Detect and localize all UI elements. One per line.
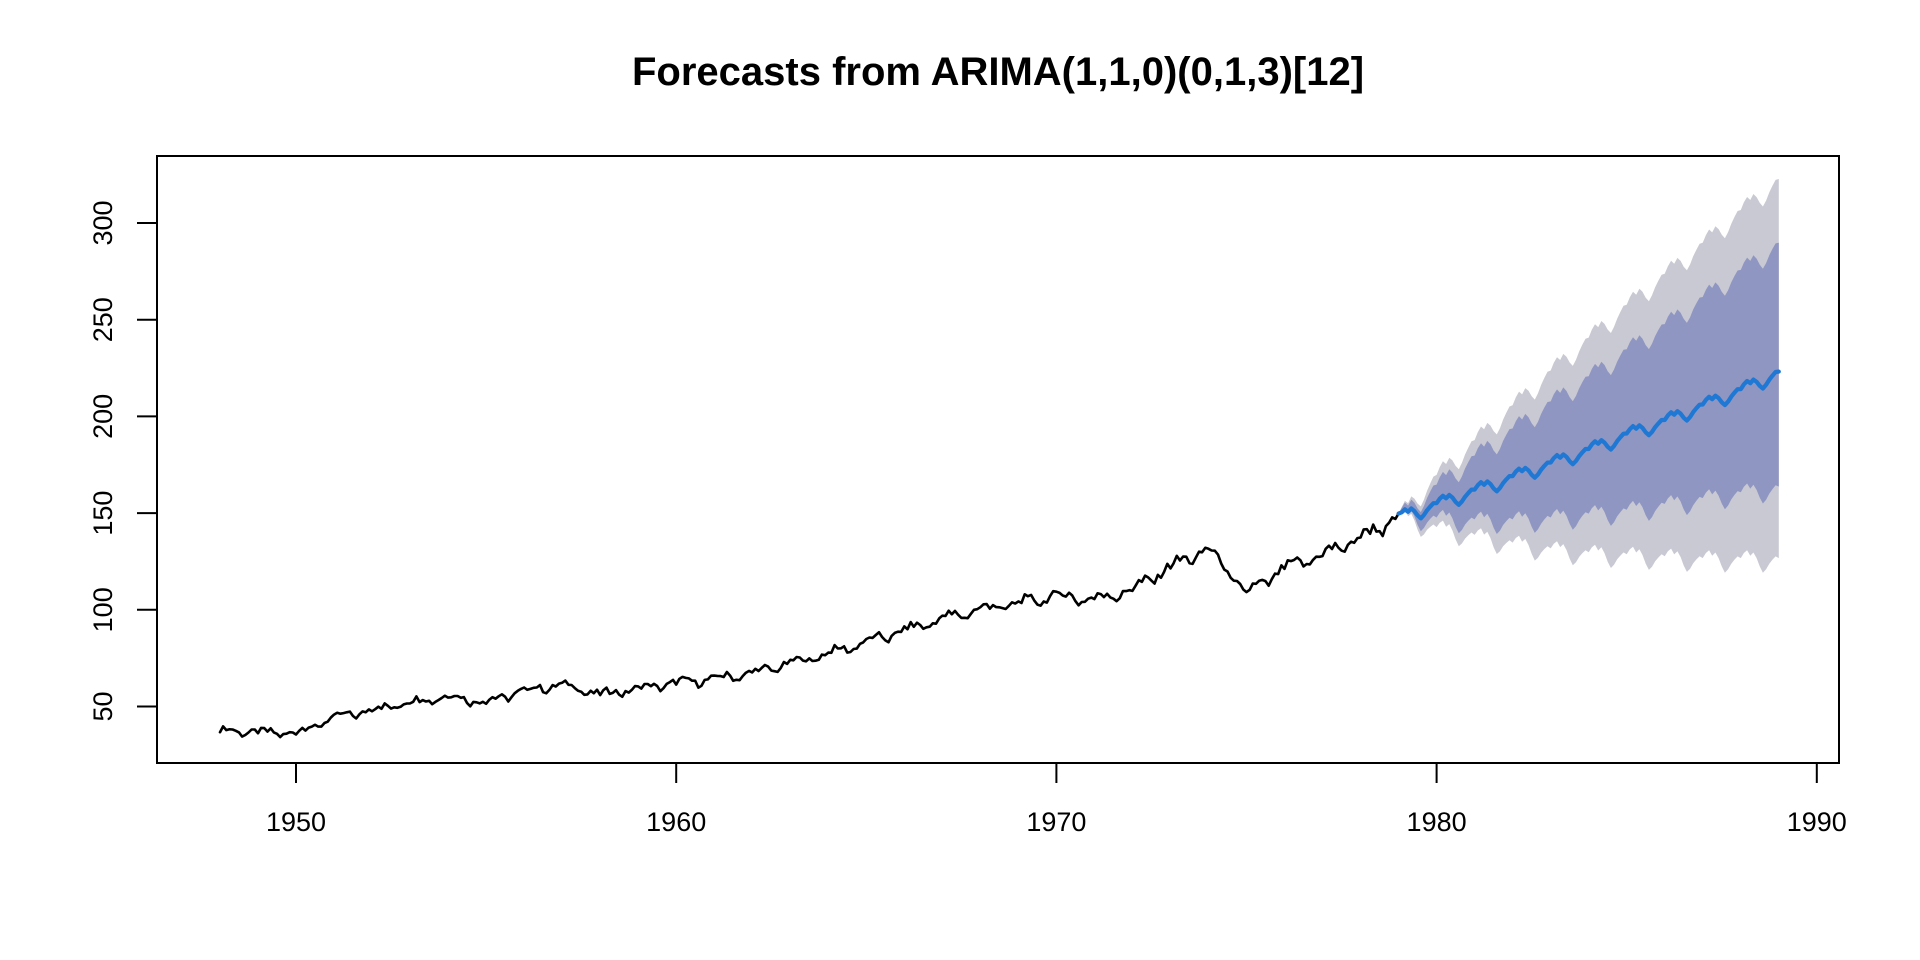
y-tick-label: 100 [88,587,118,632]
x-tick-label: 1980 [1407,807,1467,837]
y-tick-label: 250 [88,297,118,342]
y-tick-label: 300 [88,200,118,245]
ci-80-band [1398,242,1779,535]
x-tick-label: 1990 [1787,807,1847,837]
plot-frame [156,155,1840,764]
forecast-mean-line [1396,369,1781,521]
x-tick-label: 1970 [1026,807,1086,837]
observed-series-line [218,512,1400,739]
x-tick-label: 1950 [266,807,326,837]
y-tick-label: 150 [88,491,118,536]
x-tick-label: 1960 [646,807,706,837]
chart-title: Forecasts from ARIMA(1,1,0)(0,1,3)[12] [631,50,1365,94]
y-tick-label: 50 [88,691,118,721]
y-tick-label: 200 [88,394,118,439]
